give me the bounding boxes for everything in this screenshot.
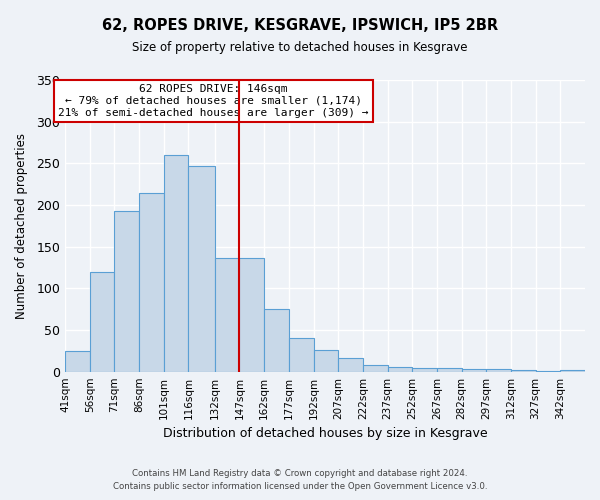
- Bar: [164, 155, 188, 372]
- Text: Size of property relative to detached houses in Kesgrave: Size of property relative to detached ho…: [132, 41, 468, 54]
- Bar: [511, 370, 536, 372]
- Bar: [412, 368, 437, 372]
- Bar: [314, 350, 338, 372]
- Text: 62 ROPES DRIVE: 146sqm
← 79% of detached houses are smaller (1,174)
21% of semi-: 62 ROPES DRIVE: 146sqm ← 79% of detached…: [58, 84, 368, 117]
- Bar: [188, 166, 215, 372]
- Bar: [90, 272, 115, 372]
- Bar: [338, 358, 363, 372]
- Bar: [115, 211, 139, 372]
- Text: Contains public sector information licensed under the Open Government Licence v3: Contains public sector information licen…: [113, 482, 487, 491]
- Bar: [139, 194, 164, 372]
- Bar: [536, 371, 560, 372]
- Bar: [560, 370, 585, 372]
- Text: Contains HM Land Registry data © Crown copyright and database right 2024.: Contains HM Land Registry data © Crown c…: [132, 468, 468, 477]
- Bar: [289, 338, 314, 372]
- Bar: [486, 369, 511, 372]
- Bar: [264, 309, 289, 372]
- Text: 62, ROPES DRIVE, KESGRAVE, IPSWICH, IP5 2BR: 62, ROPES DRIVE, KESGRAVE, IPSWICH, IP5 …: [102, 18, 498, 32]
- Bar: [65, 351, 90, 372]
- Bar: [461, 369, 486, 372]
- Bar: [388, 366, 412, 372]
- Y-axis label: Number of detached properties: Number of detached properties: [15, 133, 28, 319]
- Bar: [437, 368, 461, 372]
- X-axis label: Distribution of detached houses by size in Kesgrave: Distribution of detached houses by size …: [163, 427, 487, 440]
- Bar: [215, 258, 239, 372]
- Bar: [363, 365, 388, 372]
- Bar: [239, 258, 264, 372]
